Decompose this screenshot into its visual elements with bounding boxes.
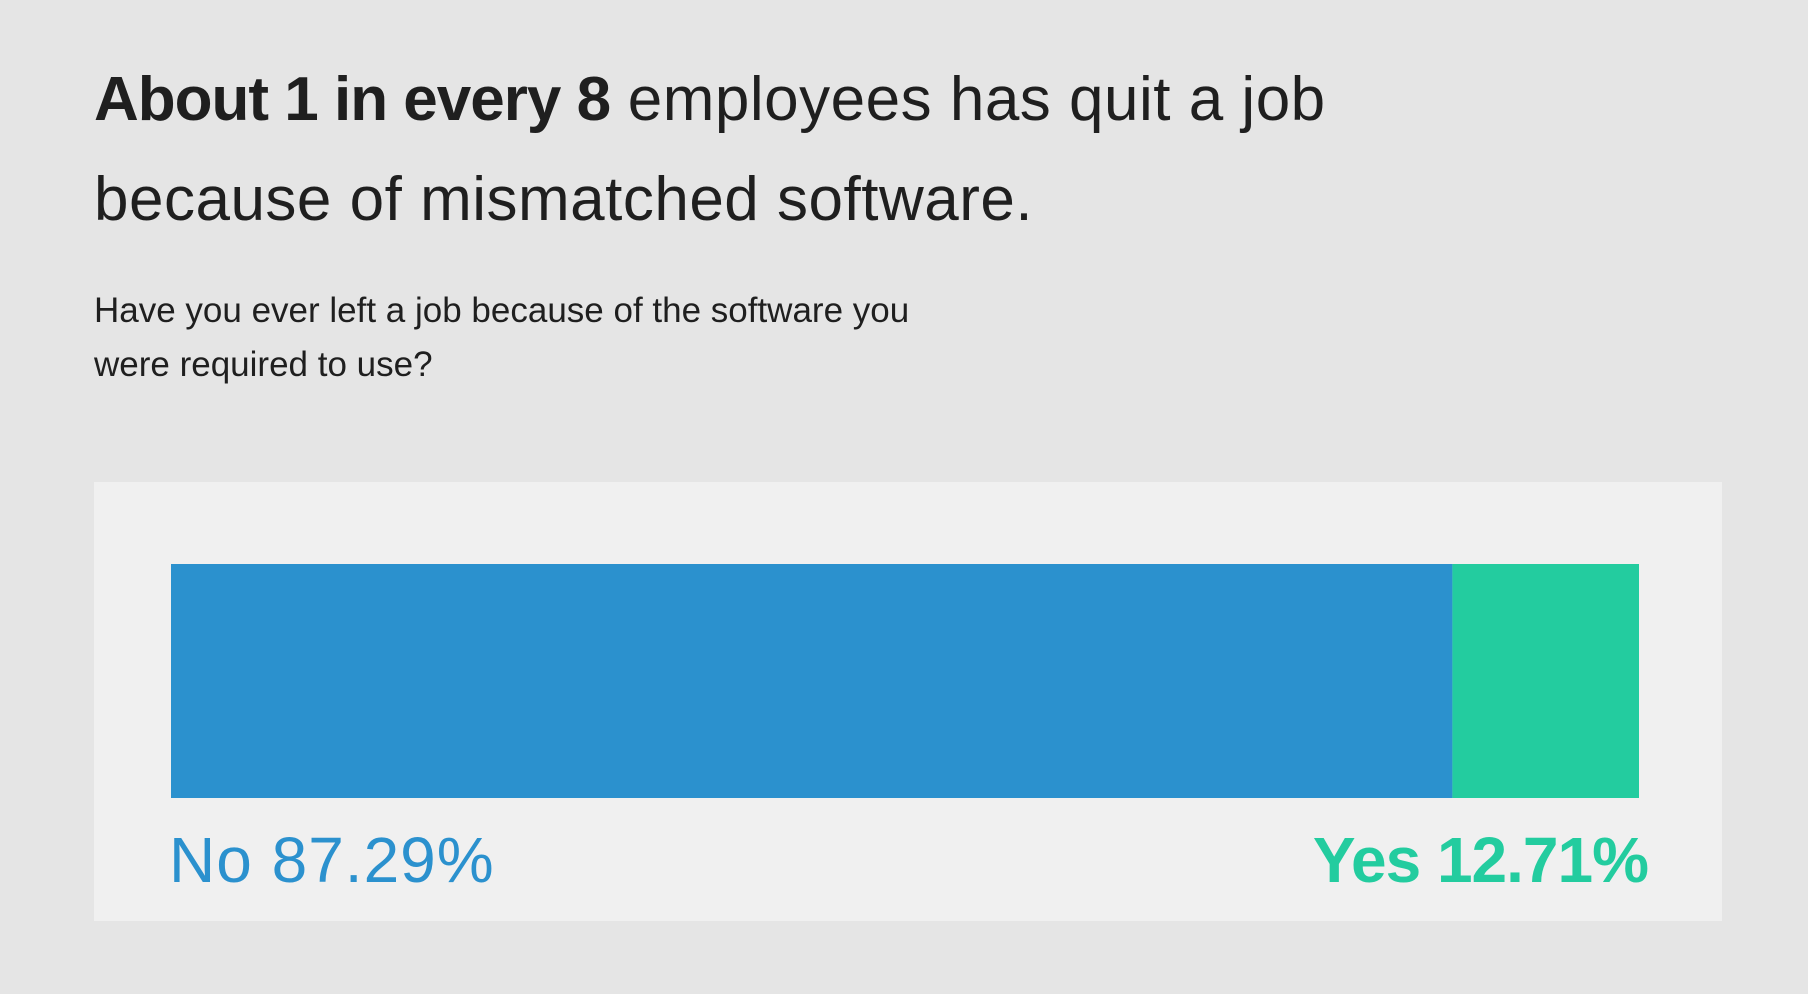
chart-panel: No 87.29% Yes 12.71% — [94, 482, 1722, 921]
label-yes-name: Yes — [1312, 824, 1421, 896]
label-no-value: 87.29% — [271, 824, 495, 896]
headline-rest: employees has quit a job because of mism… — [94, 65, 1326, 234]
bar-segment-yes — [1452, 564, 1639, 798]
stacked-bar-chart — [171, 564, 1639, 798]
headline-emphasis: About 1 in every 8 — [94, 65, 611, 134]
bar-segment-no — [171, 564, 1453, 798]
survey-question: Have you ever left a job because of the … — [94, 291, 910, 384]
label-no: No 87.29% — [169, 820, 495, 900]
headline: About 1 in every 8 employees has quit a … — [94, 50, 1514, 250]
label-yes-value: 12.71% — [1436, 824, 1649, 896]
label-yes: Yes 12.71% — [1312, 820, 1649, 900]
label-no-name: No — [169, 824, 253, 896]
